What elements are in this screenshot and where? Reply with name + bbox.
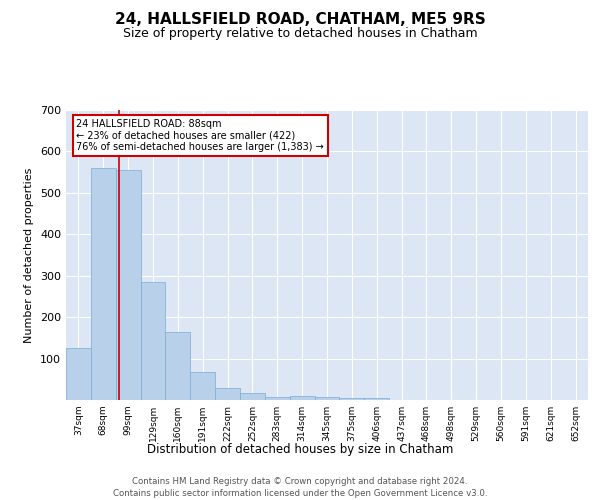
Text: 24, HALLSFIELD ROAD, CHATHAM, ME5 9RS: 24, HALLSFIELD ROAD, CHATHAM, ME5 9RS [115, 12, 485, 28]
Bar [215, 388, 240, 400]
Bar [190, 372, 215, 400]
Bar [364, 398, 389, 400]
Bar [290, 396, 314, 400]
Text: Size of property relative to detached houses in Chatham: Size of property relative to detached ho… [122, 28, 478, 40]
Text: Contains public sector information licensed under the Open Government Licence v3: Contains public sector information licen… [113, 489, 487, 498]
Y-axis label: Number of detached properties: Number of detached properties [25, 168, 34, 342]
Bar [340, 398, 364, 400]
Text: Contains HM Land Registry data © Crown copyright and database right 2024.: Contains HM Land Registry data © Crown c… [132, 478, 468, 486]
Bar [140, 282, 166, 400]
Bar [240, 392, 265, 400]
Bar [66, 348, 91, 400]
Bar [265, 396, 290, 400]
Bar [91, 168, 116, 400]
Text: 24 HALLSFIELD ROAD: 88sqm
← 23% of detached houses are smaller (422)
76% of semi: 24 HALLSFIELD ROAD: 88sqm ← 23% of detac… [76, 118, 324, 152]
Bar [314, 396, 340, 400]
Bar [166, 332, 190, 400]
Text: Distribution of detached houses by size in Chatham: Distribution of detached houses by size … [147, 442, 453, 456]
Bar [116, 170, 140, 400]
